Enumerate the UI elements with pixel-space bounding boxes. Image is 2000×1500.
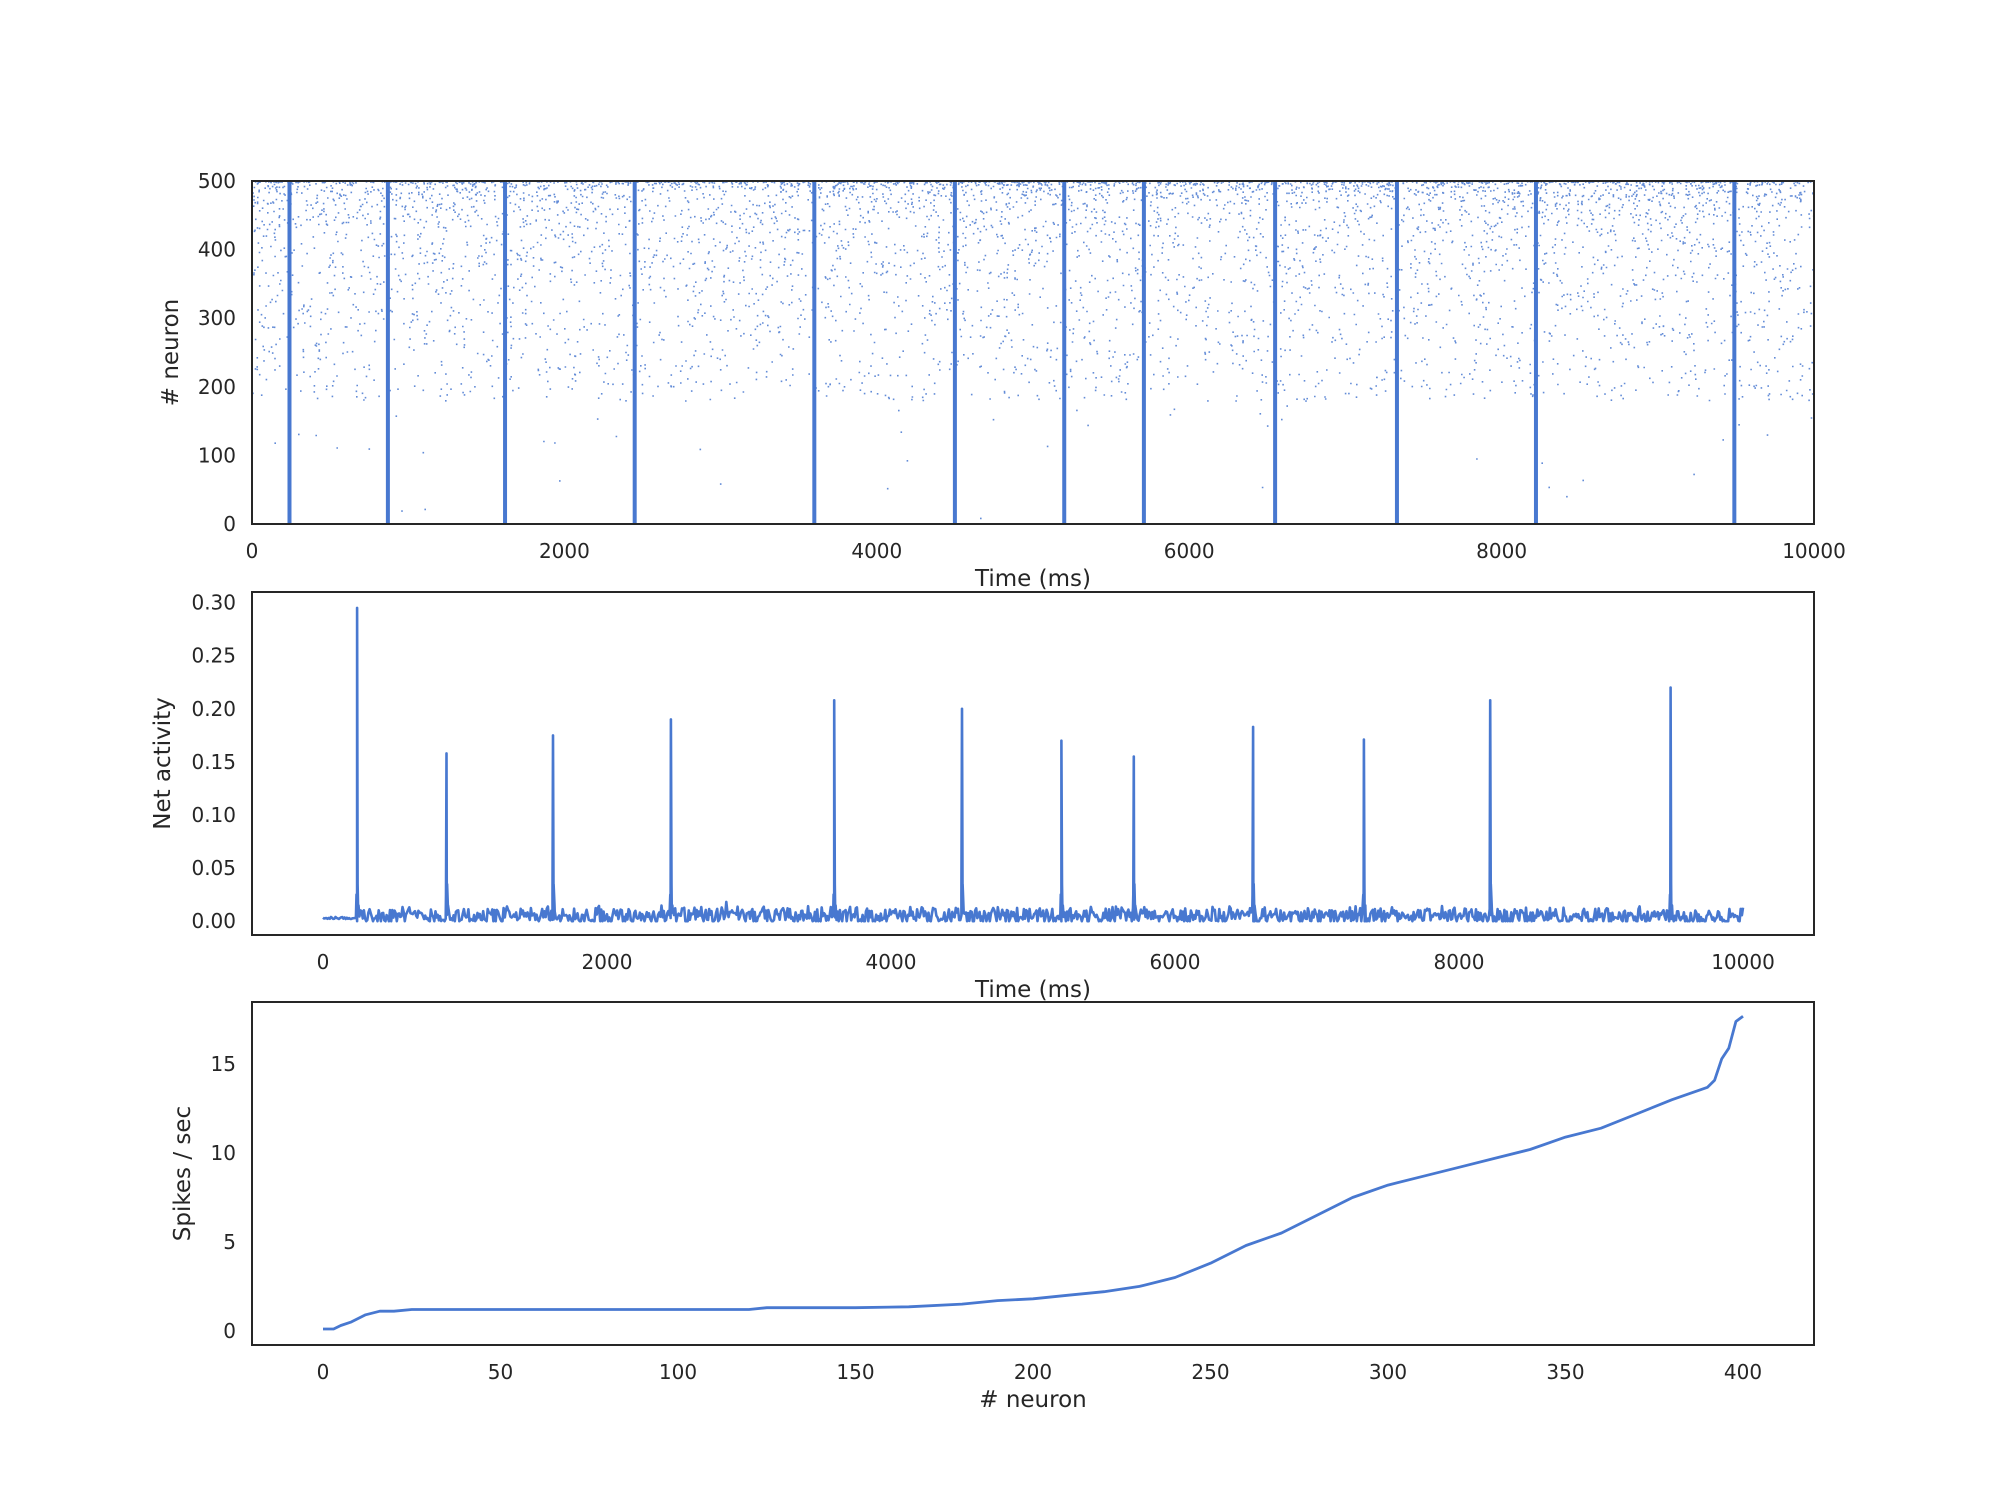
x-tick-label: 0 [246,539,259,563]
y-tick-label: 100 [198,443,236,467]
net-activity-y-ticks: 0.00 0.05 0.10 0.15 0.20 0.25 0.30 [191,591,236,934]
net-activity-xlabel: Time (ms) [974,977,1091,1003]
y-tick-label: 0.30 [191,591,236,615]
x-tick-label: 10000 [1711,950,1775,974]
firing-rate-line [323,1015,1744,1331]
y-tick-label: 0.25 [191,644,236,668]
raster-ylabel: # neuron [158,299,184,407]
net-activity-line [322,606,1745,923]
x-tick-label: 0 [317,950,330,974]
y-tick-label: 0.15 [191,750,236,774]
firing-rate-plot: 0 50 100 150 200 250 300 350 400 0 5 10 15 # neuron… [170,1001,1815,1413]
firing-rate-marks [323,1015,1744,1331]
raster-frame [251,180,1815,525]
x-tick-label: 10000 [1782,539,1846,563]
spike-dots [252,181,1814,520]
x-tick-label: 150 [836,1360,874,1384]
net-activity-x-ticks: 0 2000 4000 6000 8000 10000 [317,950,1775,974]
x-tick-label: 4000 [851,539,902,563]
x-tick-label: 300 [1369,1360,1407,1384]
x-tick-label: 4000 [866,950,917,974]
y-tick-label: 300 [198,306,236,330]
y-tick-label: 200 [198,375,236,399]
net-activity-plot: 0 2000 4000 6000 8000 10000 0.000.050.100.150… [150,591,1815,1003]
x-tick-label: 2000 [539,539,590,563]
raster-marks [252,181,1814,524]
x-tick-label: 350 [1546,1360,1584,1384]
firing-rate-ylabel: Spikes / sec [170,1106,196,1241]
firing-rate-xlabel: # neuron [979,1387,1087,1413]
x-tick-label: 50 [488,1360,513,1384]
y-tick-label: 5 [223,1230,236,1254]
y-tick-label: 15 [211,1052,236,1076]
x-tick-label: 2000 [582,950,633,974]
net-activity-frame [251,591,1815,936]
y-tick-label: 0 [223,1319,236,1343]
firing-rate-x-ticks: 0 50 100 150 200 250 300 350 400 [317,1360,1762,1384]
y-tick-label: 10 [211,1141,236,1165]
net-activity-marks [322,606,1745,923]
raster-x-ticks: 0 2000 4000 6000 8000 10000 [246,539,1846,563]
y-tick-label: 0.10 [191,803,236,827]
x-tick-label: 100 [659,1360,697,1384]
raster-plot: 0 2000 4000 6000 8000 10000 0100200300400500 … [158,169,1846,592]
y-tick-label: 0.00 [191,909,236,933]
y-tick-label: 0 [223,512,236,536]
x-tick-label: 6000 [1164,539,1215,563]
y-tick-label: 0.05 [191,856,236,880]
net-activity-ylabel: Net activity [150,697,176,829]
raster-points [252,181,1814,524]
x-tick-label: 6000 [1150,950,1201,974]
raster-xlabel: Time (ms) [974,566,1091,592]
raster-y-ticks: 0 100 200 300 400 500 [198,169,236,536]
x-tick-label: 250 [1191,1360,1229,1384]
x-tick-label: 200 [1014,1360,1052,1384]
x-tick-label: 8000 [1476,539,1527,563]
x-tick-label: 400 [1724,1360,1762,1384]
y-tick-label: 500 [198,169,236,193]
y-tick-label: 0.20 [191,697,236,721]
firing-rate-frame [251,1001,1815,1346]
x-tick-label: 0 [317,1360,330,1384]
y-tick-label: 400 [198,238,236,262]
firing-rate-y-ticks: 0 5 10 15 [211,1052,236,1343]
x-tick-label: 8000 [1434,950,1485,974]
